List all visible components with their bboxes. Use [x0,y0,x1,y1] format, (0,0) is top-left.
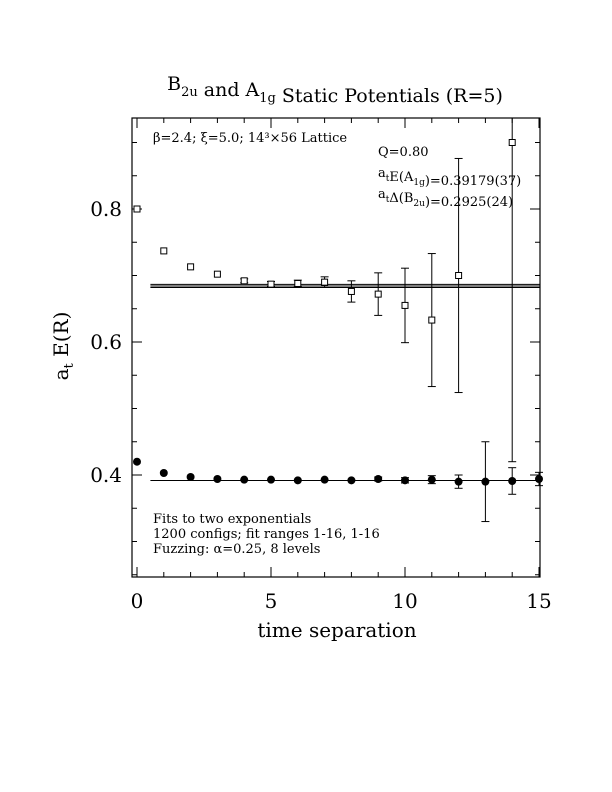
data-point-square [508,139,516,146]
x-tick-label: 15 [526,589,551,613]
axis-ticks [132,118,540,577]
data-point-circle [508,476,517,485]
fit-info-annotation: 1200 configs; fit ranges 1-16, 1-16 [153,527,380,542]
fit-lines [150,283,540,481]
x-tick-label: 10 [392,589,417,613]
data-point-square [187,263,195,271]
data-point-circle [481,477,490,486]
fit-result-annotation: atE(A1g)=0.39179(37) [378,166,521,189]
data-point-square [428,316,436,324]
data-point-circle [374,474,383,483]
data-point-circle [240,475,249,484]
data-point-circle [186,472,195,481]
data-point-circle [159,469,168,478]
x-tick-label: 0 [131,589,144,613]
data-point-square [294,279,302,287]
tick-labels: 0 5 10 15 0.4 0.6 0.8 [90,197,552,613]
data-point-circle [347,476,356,485]
data-point-circle [454,477,463,486]
data-point-square [401,301,409,309]
plot-frame-rect [131,117,541,578]
data-point-circle [293,476,302,485]
data-point-square [321,278,329,286]
data-point-circle [267,475,275,484]
y-tick-label: 0.8 [90,197,122,221]
data-point-square [455,272,463,279]
data-point-square [213,270,221,278]
data-point-circle [320,475,329,484]
data-point-circle [427,475,436,484]
fit-info-annotation: Fits to two exponentials [153,512,311,527]
x-tick-label: 5 [265,589,278,613]
x-axis-label: time separation [257,618,416,642]
data-point-circle [133,457,141,466]
data-point-square [133,205,141,213]
fit-result-annotation: atΔ(B2u)=0.2925(24) [378,187,513,210]
y-tick-label: 0.6 [90,330,122,354]
data-point-square [267,280,275,288]
fit-result-annotation: Q=0.80 [378,145,429,160]
plot-frame [131,117,541,578]
annotations: β=2.4; ξ=5.0; 14³×56 Lattice Q=0.80 atE(A1… [153,131,521,557]
fit-info-annotation: Fuzzing: α=0.25, 8 levels [153,542,320,557]
lattice-annotation: β=2.4; ξ=5.0; 14³×56 Lattice [153,131,347,146]
data-point-square [374,290,382,298]
data-point-square [347,287,355,295]
chart-title: B2u and A1g Static Potentials (R=5) [167,73,503,107]
data-point-square [160,247,168,255]
data-point-circle [401,476,409,485]
data-point-circle [535,474,543,483]
data-point-square [240,277,248,285]
data-point-circle [213,474,222,483]
y-axis-label: at E(R) [49,312,77,381]
data-series [133,117,543,523]
y-tick-label: 0.4 [90,463,122,487]
